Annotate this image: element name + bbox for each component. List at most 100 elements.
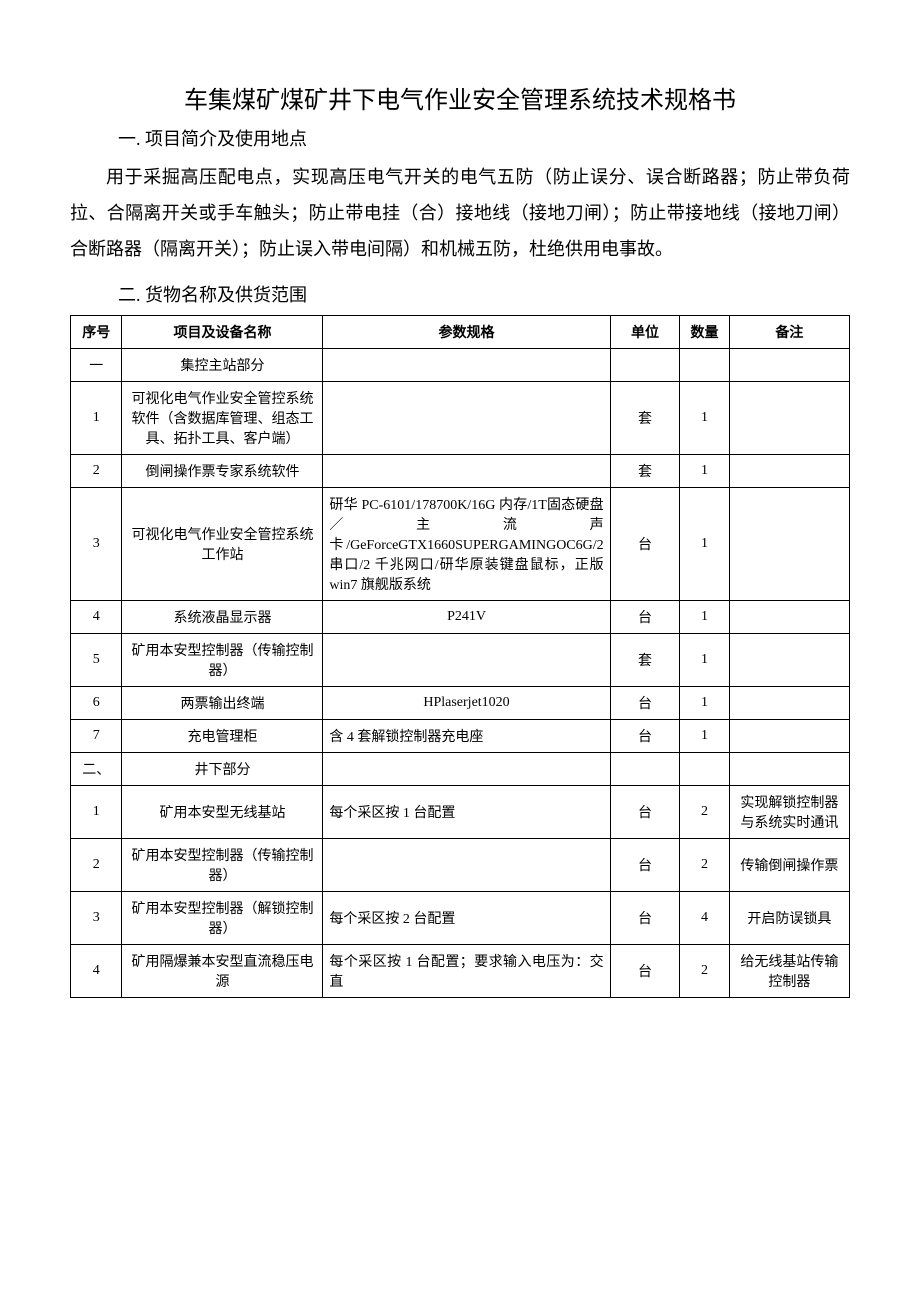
td-seq: 3	[71, 488, 122, 601]
th-seq: 序号	[71, 316, 122, 349]
td-unit: 台	[610, 720, 680, 753]
table-row: 6两票输出终端HPlaserjet1020台1	[71, 687, 850, 720]
td-qty: 1	[680, 720, 729, 753]
td-qty: 1	[680, 488, 729, 601]
td-name: 系统液晶显示器	[122, 601, 323, 634]
table-row: 1矿用本安型无线基站每个采区按 1 台配置台2实现解锁控制器与系统实时通讯	[71, 786, 850, 839]
td-spec	[323, 753, 610, 786]
td-note: 传输倒闸操作票	[729, 839, 849, 892]
td-spec: 研华 PC-6101/178700K/16G 内存/1T固态硬盘／主流声卡/Ge…	[323, 488, 610, 601]
td-spec	[323, 839, 610, 892]
td-note: 开启防误锁具	[729, 892, 849, 945]
td-name: 可视化电气作业安全管控系统软件（含数据库管理、组态工具、拓扑工具、客户端）	[122, 382, 323, 455]
table-row: 二、井下部分	[71, 753, 850, 786]
td-unit: 台	[610, 945, 680, 998]
td-unit: 台	[610, 488, 680, 601]
section-1-heading: 一. 项目简介及使用地点	[118, 125, 850, 151]
td-seq: 7	[71, 720, 122, 753]
td-unit: 台	[610, 839, 680, 892]
td-spec	[323, 349, 610, 382]
td-qty: 2	[680, 786, 729, 839]
td-qty: 1	[680, 382, 729, 455]
td-spec	[323, 382, 610, 455]
td-note: 给无线基站传输控制器	[729, 945, 849, 998]
td-seq: 1	[71, 382, 122, 455]
td-spec: 每个采区按 1 台配置；要求输入电压为：交直	[323, 945, 610, 998]
td-seq: 5	[71, 634, 122, 687]
td-unit	[610, 753, 680, 786]
td-spec: 含 4 套解锁控制器充电座	[323, 720, 610, 753]
td-name: 矿用本安型控制器（解锁控制器）	[122, 892, 323, 945]
document-title: 车集煤矿煤矿井下电气作业安全管理系统技术规格书	[70, 80, 850, 115]
td-name: 矿用本安型无线基站	[122, 786, 323, 839]
td-qty: 1	[680, 601, 729, 634]
td-spec	[323, 455, 610, 488]
td-note	[729, 634, 849, 687]
td-name: 两票输出终端	[122, 687, 323, 720]
td-unit: 台	[610, 786, 680, 839]
td-seq: 2	[71, 839, 122, 892]
td-note	[729, 455, 849, 488]
section-2-heading: 二. 货物名称及供货范围	[118, 281, 850, 307]
td-unit: 套	[610, 382, 680, 455]
td-name: 矿用本安型控制器（传输控制器）	[122, 634, 323, 687]
td-unit: 套	[610, 455, 680, 488]
td-seq: 一	[71, 349, 122, 382]
table-row: 1可视化电气作业安全管控系统软件（含数据库管理、组态工具、拓扑工具、客户端）套1	[71, 382, 850, 455]
td-seq: 6	[71, 687, 122, 720]
table-row: 2矿用本安型控制器（传输控制器）台2传输倒闸操作票	[71, 839, 850, 892]
td-name: 集控主站部分	[122, 349, 323, 382]
table-row: 一集控主站部分	[71, 349, 850, 382]
td-name: 充电管理柜	[122, 720, 323, 753]
td-name: 矿用本安型控制器（传输控制器）	[122, 839, 323, 892]
td-seq: 二、	[71, 753, 122, 786]
td-unit: 台	[610, 687, 680, 720]
td-seq: 4	[71, 601, 122, 634]
table-header-row: 序号 项目及设备名称 参数规格 单位 数量 备注	[71, 316, 850, 349]
table-body: 一集控主站部分1可视化电气作业安全管控系统软件（含数据库管理、组态工具、拓扑工具…	[71, 349, 850, 998]
td-name: 可视化电气作业安全管控系统工作站	[122, 488, 323, 601]
td-name: 倒闸操作票专家系统软件	[122, 455, 323, 488]
th-name: 项目及设备名称	[122, 316, 323, 349]
section-1-paragraph: 用于采掘高压配电点，实现高压电气开关的电气五防（防止误分、误合断路器；防止带负荷…	[70, 159, 850, 267]
td-qty	[680, 753, 729, 786]
td-spec	[323, 634, 610, 687]
table-row: 3矿用本安型控制器（解锁控制器）每个采区按 2 台配置台4开启防误锁具	[71, 892, 850, 945]
supply-scope-table: 序号 项目及设备名称 参数规格 单位 数量 备注 一集控主站部分1可视化电气作业…	[70, 315, 850, 998]
td-seq: 2	[71, 455, 122, 488]
td-spec: P241V	[323, 601, 610, 634]
th-qty: 数量	[680, 316, 729, 349]
td-qty: 4	[680, 892, 729, 945]
td-qty	[680, 349, 729, 382]
table-row: 5矿用本安型控制器（传输控制器） 套1	[71, 634, 850, 687]
td-qty: 1	[680, 455, 729, 488]
td-seq: 4	[71, 945, 122, 998]
td-spec: 每个采区按 1 台配置	[323, 786, 610, 839]
table-row: 2倒闸操作票专家系统软件 套1	[71, 455, 850, 488]
td-spec: HPlaserjet1020	[323, 687, 610, 720]
th-spec: 参数规格	[323, 316, 610, 349]
table-row: 7充电管理柜含 4 套解锁控制器充电座台1	[71, 720, 850, 753]
table-row: 4矿用隔爆兼本安型直流稳压电源每个采区按 1 台配置；要求输入电压为：交直台2给…	[71, 945, 850, 998]
th-note: 备注	[729, 316, 849, 349]
td-note	[729, 382, 849, 455]
td-note	[729, 349, 849, 382]
td-unit	[610, 349, 680, 382]
td-name: 井下部分	[122, 753, 323, 786]
td-note	[729, 753, 849, 786]
td-unit: 台	[610, 601, 680, 634]
td-unit: 台	[610, 892, 680, 945]
table-row: 4系统液晶显示器P241V台1	[71, 601, 850, 634]
td-spec: 每个采区按 2 台配置	[323, 892, 610, 945]
td-seq: 1	[71, 786, 122, 839]
td-seq: 3	[71, 892, 122, 945]
td-unit: 套	[610, 634, 680, 687]
td-note: 实现解锁控制器与系统实时通讯	[729, 786, 849, 839]
td-qty: 1	[680, 687, 729, 720]
td-note	[729, 601, 849, 634]
td-qty: 1	[680, 634, 729, 687]
td-note	[729, 720, 849, 753]
td-note	[729, 488, 849, 601]
table-row: 3可视化电气作业安全管控系统工作站研华 PC-6101/178700K/16G …	[71, 488, 850, 601]
td-note	[729, 687, 849, 720]
